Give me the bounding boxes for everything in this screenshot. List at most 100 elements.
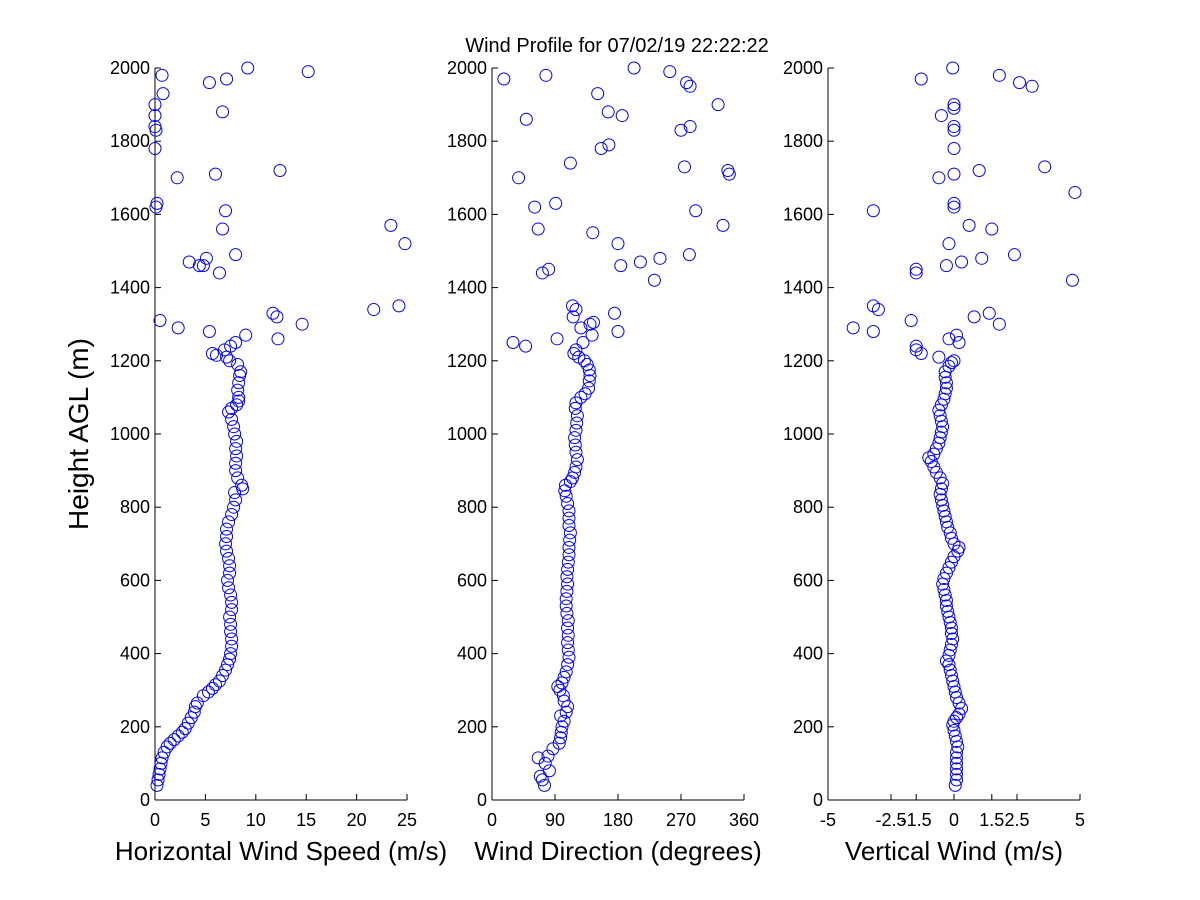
- x-tick-label: 0: [949, 810, 959, 830]
- x-axis-label: Vertical Wind (m/s): [845, 836, 1063, 866]
- data-point: [950, 328, 964, 342]
- data-point: [232, 376, 246, 390]
- data-point: [562, 540, 576, 554]
- data-point: [229, 456, 243, 470]
- y-tick-label: 1000: [447, 424, 487, 444]
- data-point: [367, 303, 381, 317]
- data-point: [952, 707, 966, 721]
- data-point: [196, 259, 210, 273]
- data-point: [942, 332, 956, 346]
- data-point: [192, 259, 206, 273]
- data-point: [539, 68, 553, 82]
- data-point: [967, 310, 981, 324]
- data-point: [938, 387, 952, 401]
- data-point: [909, 266, 923, 280]
- x-tick-label: 1.5: [979, 810, 1004, 830]
- data-point: [653, 251, 667, 265]
- data-point: [563, 156, 577, 170]
- data-point: [220, 529, 234, 543]
- data-point: [506, 336, 520, 349]
- data-point: [601, 105, 615, 119]
- data-point: [947, 120, 961, 134]
- data-point: [224, 339, 238, 353]
- data-point: [716, 218, 730, 232]
- data-point: [932, 403, 946, 417]
- data-point: [231, 471, 245, 485]
- data-point: [187, 705, 201, 719]
- data-point: [202, 325, 216, 339]
- data-point: [241, 61, 255, 75]
- data-point: [627, 61, 641, 75]
- data-point: [934, 482, 948, 496]
- data-point: [947, 98, 961, 112]
- data-point: [229, 464, 243, 478]
- data-point: [570, 416, 584, 430]
- data-point: [555, 676, 569, 690]
- data-point: [230, 398, 244, 412]
- data-point: [295, 317, 309, 331]
- data-point: [944, 356, 958, 370]
- data-point: [932, 171, 946, 185]
- data-point: [557, 694, 571, 708]
- data-point: [148, 142, 162, 156]
- data-point: [153, 762, 167, 776]
- data-point: [562, 548, 576, 562]
- data-point: [150, 196, 164, 210]
- data-point: [950, 762, 964, 776]
- y-tick-label: 0: [477, 790, 487, 810]
- data-point: [992, 68, 1006, 82]
- data-point: [560, 584, 574, 598]
- x-tick-label: -1.5: [901, 810, 932, 830]
- data-point: [562, 650, 576, 664]
- y-tick-label: 1800: [447, 131, 487, 151]
- data-point: [568, 438, 582, 452]
- data-point: [220, 544, 234, 558]
- data-point: [947, 123, 961, 137]
- data-point: [950, 711, 964, 725]
- data-point: [561, 643, 575, 657]
- data-point: [943, 663, 957, 677]
- data-point: [231, 357, 245, 371]
- data-point: [225, 603, 239, 617]
- data-point: [221, 573, 235, 587]
- y-tick-label: 800: [120, 497, 150, 517]
- data-point: [225, 508, 239, 522]
- data-point: [586, 226, 600, 240]
- y-tick-label: 0: [140, 790, 150, 810]
- data-point: [551, 680, 565, 694]
- x-tick-label: 5: [1075, 810, 1085, 830]
- data-point: [583, 317, 597, 331]
- data-point: [934, 493, 948, 507]
- data-point: [678, 160, 691, 174]
- y-tick-label: 1400: [110, 278, 150, 298]
- data-point: [947, 354, 961, 368]
- data-point: [216, 222, 230, 236]
- data-point: [962, 218, 976, 232]
- data-point: [562, 504, 576, 518]
- data-point: [223, 566, 237, 580]
- data-point: [591, 87, 605, 101]
- data-point: [229, 248, 243, 262]
- data-point: [927, 447, 941, 461]
- data-point: [594, 142, 608, 156]
- data-point: [683, 120, 697, 134]
- data-point: [538, 778, 551, 792]
- data-point: [947, 714, 961, 728]
- data-point: [549, 196, 563, 210]
- y-tick-label: 600: [793, 570, 823, 590]
- data-point: [557, 670, 571, 684]
- data-point: [148, 98, 162, 112]
- data-point: [950, 767, 964, 781]
- panel-3: 0 200 400 600 800 1000 1200 1400 1600 1800 2000 -5 -…: [783, 58, 1085, 866]
- data-point: [155, 751, 169, 765]
- data-point: [576, 336, 590, 349]
- data-point: [208, 167, 222, 181]
- x-tick-label: 20: [347, 810, 367, 830]
- data-point: [674, 123, 688, 137]
- data-point: [871, 303, 885, 317]
- data-point: [947, 142, 961, 156]
- y-tick-label: 400: [120, 644, 150, 664]
- data-point: [223, 354, 237, 368]
- data-point: [223, 559, 237, 573]
- x-tick-label: 0: [150, 810, 160, 830]
